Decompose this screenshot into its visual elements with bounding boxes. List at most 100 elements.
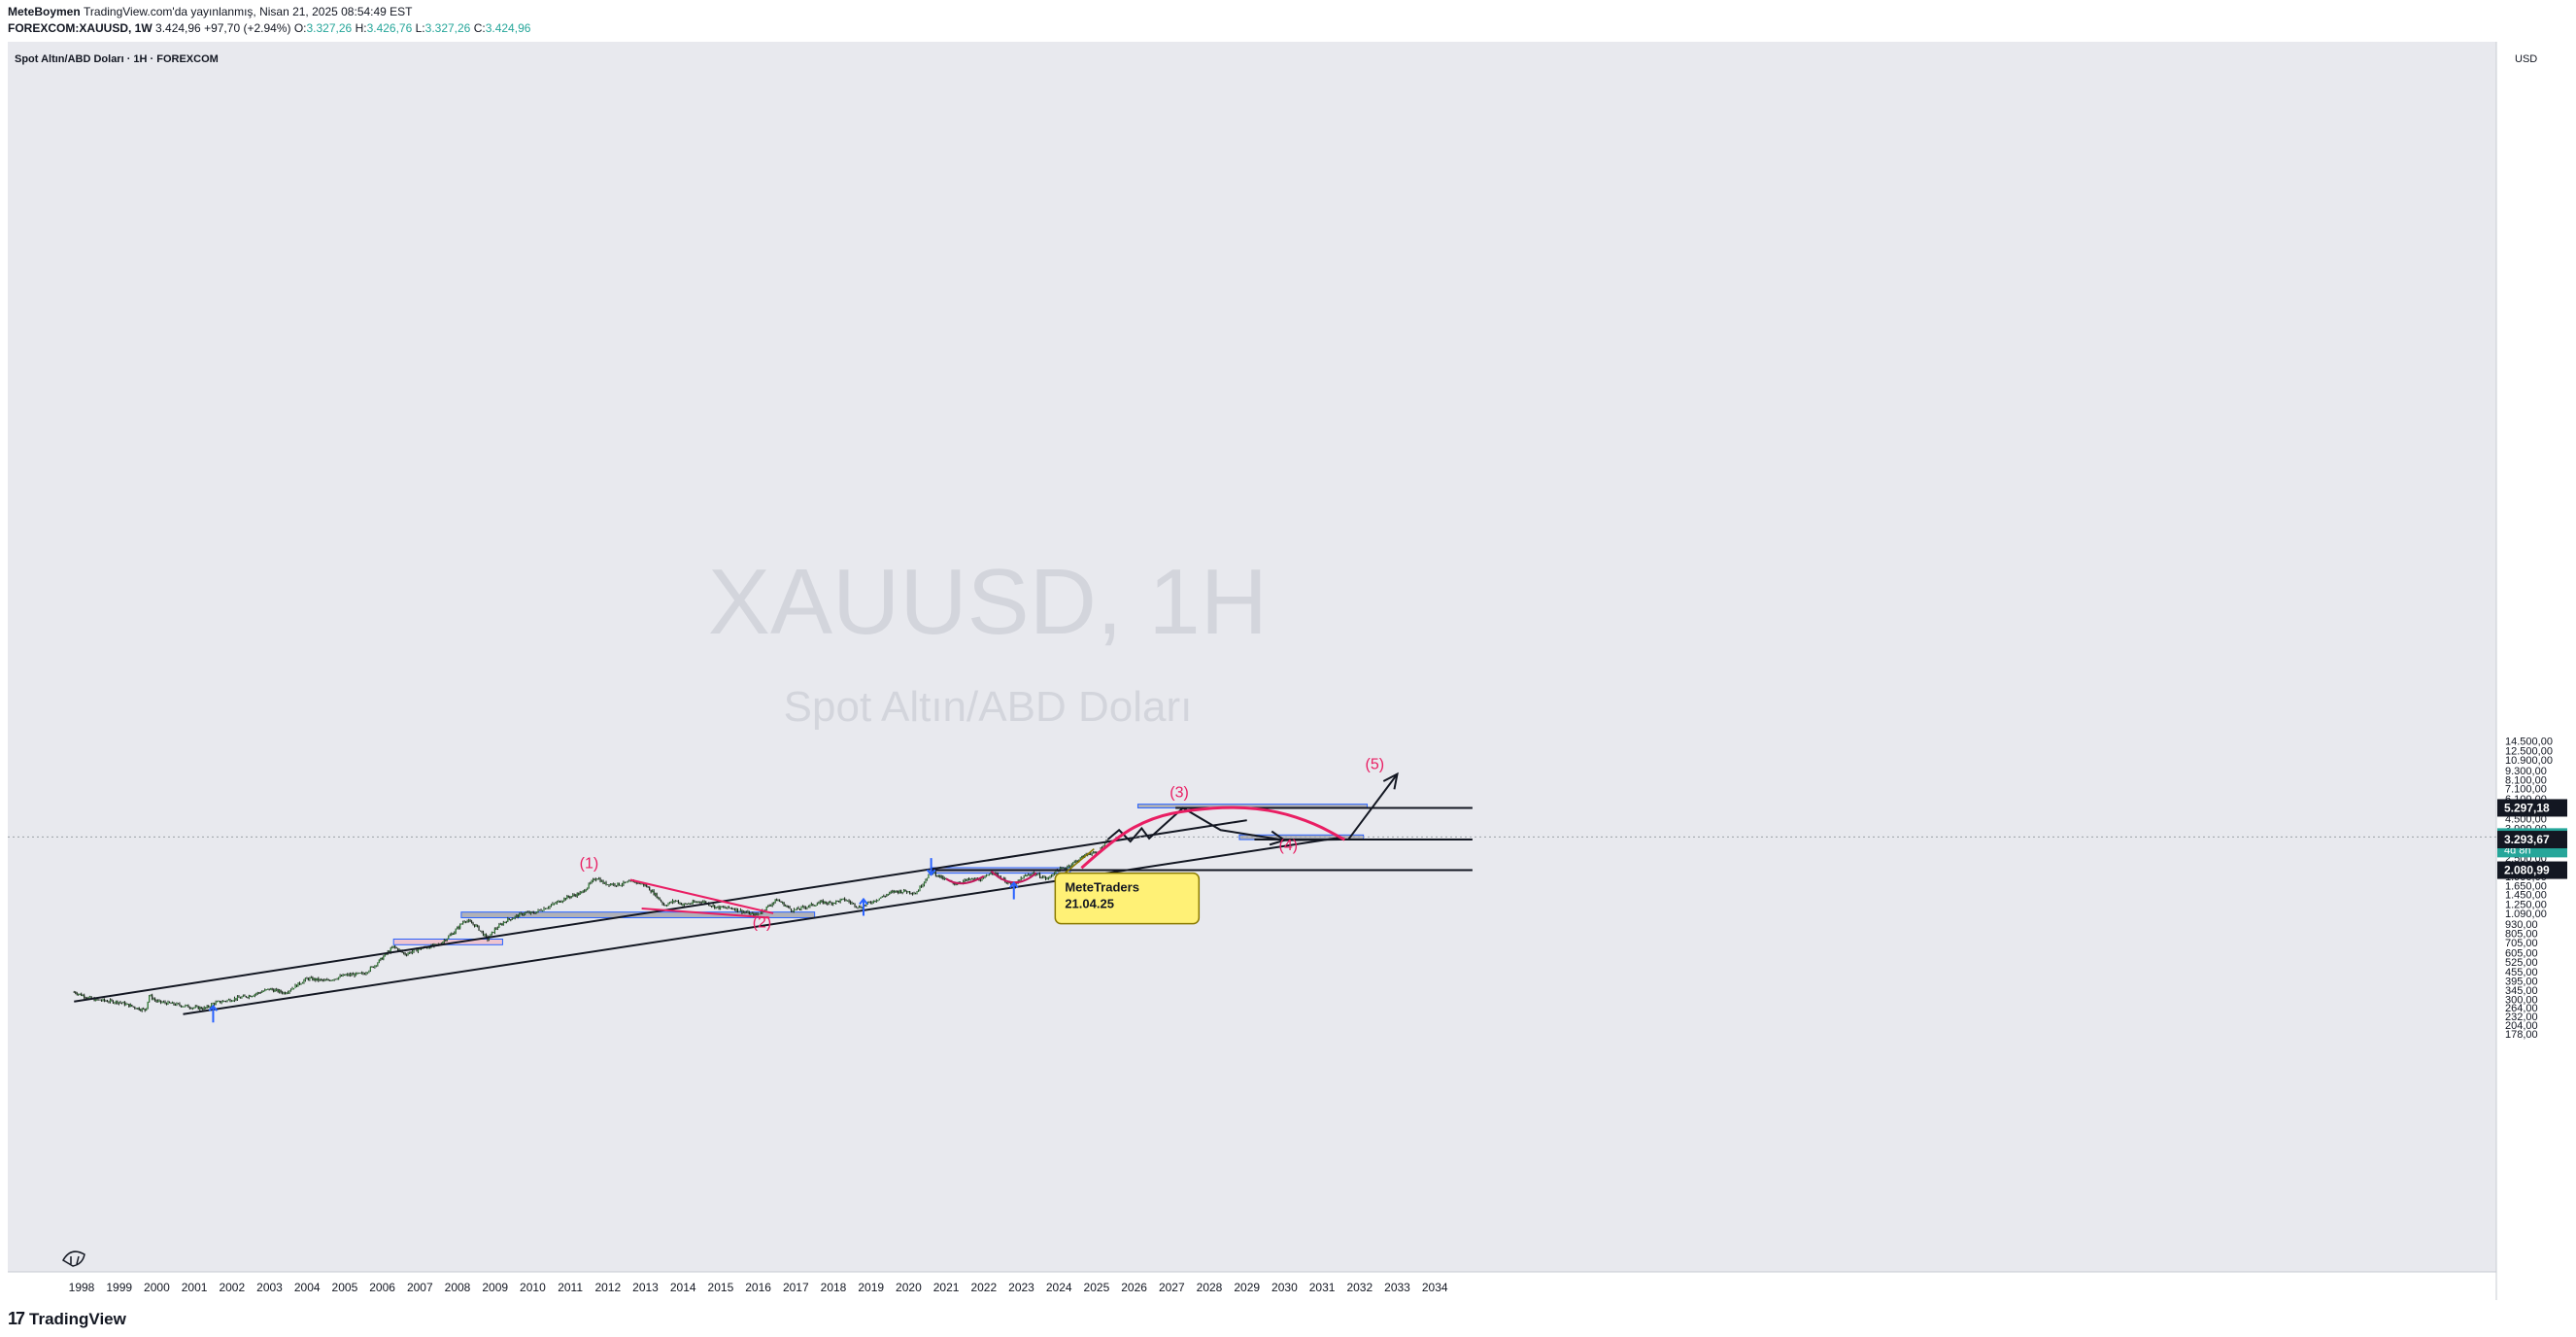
candle-body <box>911 893 914 895</box>
candle-body <box>508 918 510 920</box>
candle-body <box>618 882 621 886</box>
candle-body <box>670 902 672 904</box>
price-tag-level[interactable] <box>2497 861 2567 879</box>
candle-body <box>517 914 519 917</box>
candle-body <box>226 1000 228 1002</box>
candle-body <box>1073 861 1075 863</box>
callout-box[interactable] <box>1054 872 1201 925</box>
y-tick-label: 1.250,00 <box>2505 900 2547 911</box>
candle-body <box>685 903 687 905</box>
footer-brand[interactable]: 17 TradingView <box>8 1309 126 1329</box>
channel-lower[interactable] <box>183 836 1341 1015</box>
candle-body <box>203 1007 205 1010</box>
drawing-mascot-icon[interactable] <box>61 1251 85 1267</box>
candle-body <box>753 912 755 916</box>
y-tick-label: 455,00 <box>2505 967 2538 978</box>
projection-zigzag[interactable] <box>1106 773 1399 843</box>
candle-body <box>1032 873 1034 875</box>
candle-body <box>78 993 80 995</box>
candle-body <box>563 898 565 902</box>
candle-body <box>914 893 917 895</box>
candle-body <box>945 877 947 879</box>
candle-body <box>903 889 905 892</box>
x-tick-label: 2006 <box>369 1281 395 1294</box>
candle-body <box>384 953 386 957</box>
triangle-lower[interactable] <box>641 908 770 919</box>
candle-body <box>513 917 515 919</box>
candle-body <box>449 935 451 937</box>
candle-body <box>250 995 252 997</box>
candle-body <box>86 997 88 999</box>
candle-body <box>757 913 759 915</box>
candle-body <box>106 1001 109 1003</box>
candle-body <box>809 905 811 907</box>
chart-container[interactable]: Spot Altın/ABD Doları · 1H · FOREXCOM XA… <box>7 41 2569 1301</box>
candle-body <box>504 921 506 923</box>
candle-body <box>235 998 237 1000</box>
author-callout[interactable]: MeteTraders 21.04.25 <box>1054 848 1201 925</box>
candle-body <box>750 912 752 915</box>
x-tick-label: 2030 <box>1271 1281 1298 1294</box>
candle-body <box>532 911 535 913</box>
candle-body <box>722 907 725 908</box>
candle-body <box>692 901 694 904</box>
candle-body <box>590 882 592 884</box>
candle-body <box>205 1007 207 1009</box>
candle-body <box>917 890 920 892</box>
price-tag-level[interactable] <box>2497 831 2567 849</box>
projection <box>945 771 1399 885</box>
candle-body <box>255 993 257 995</box>
candle-body <box>780 901 782 903</box>
candle-body <box>711 906 713 908</box>
y-tick-label: 178,00 <box>2505 1029 2538 1041</box>
candle-body <box>454 932 456 935</box>
candle-body <box>339 976 341 977</box>
plot-area[interactable] <box>8 42 2496 1272</box>
candle-body <box>132 1006 134 1008</box>
candle-body <box>782 902 784 904</box>
candle-body <box>522 912 524 915</box>
candle-body <box>333 978 335 980</box>
price-chart[interactable]: Spot Altın/ABD Doları · 1H · FOREXCOM XA… <box>7 41 2569 1301</box>
candle-body <box>851 903 853 905</box>
price-axis[interactable] <box>2496 42 2568 1300</box>
candle-body <box>232 1000 234 1002</box>
candle-body <box>697 901 699 903</box>
time-axis[interactable] <box>8 1272 2496 1300</box>
open-label: O: <box>293 21 307 35</box>
candle-body <box>362 973 364 975</box>
candle-body <box>1065 868 1067 870</box>
candle-body <box>125 1004 127 1006</box>
candle-body <box>167 1001 169 1005</box>
wave-label-3: (3) <box>1169 785 1189 802</box>
candle-body <box>1040 877 1042 879</box>
x-tick-label: 2034 <box>1422 1281 1448 1294</box>
candle-body <box>445 940 447 942</box>
candle-body <box>177 1003 180 1005</box>
candle-body <box>858 906 861 908</box>
candle-body <box>289 989 292 991</box>
candle-body <box>582 890 584 892</box>
price-tag-level[interactable] <box>2497 799 2567 817</box>
triangle-upper[interactable] <box>629 878 774 914</box>
candle-body <box>695 902 696 904</box>
author-name[interactable]: MeteBoymen <box>8 5 81 18</box>
candle-body <box>227 999 230 1001</box>
candle-body <box>304 977 307 980</box>
candle-body <box>126 1003 128 1005</box>
candle-body <box>208 1006 210 1008</box>
candle-body <box>657 897 660 899</box>
candle-body <box>936 875 938 877</box>
low-label: L: <box>415 21 425 35</box>
channel-upper[interactable] <box>74 819 1247 1003</box>
candle-body <box>479 930 482 932</box>
candle-body <box>797 908 799 909</box>
close-label: C: <box>473 21 486 35</box>
candle-body <box>114 1002 116 1004</box>
candle-body <box>919 885 921 891</box>
candle-body <box>211 1004 213 1008</box>
projection-arc[interactable] <box>1080 806 1346 870</box>
candle-body <box>318 977 320 981</box>
zone-700[interactable] <box>392 938 503 945</box>
candle-body <box>295 984 298 987</box>
